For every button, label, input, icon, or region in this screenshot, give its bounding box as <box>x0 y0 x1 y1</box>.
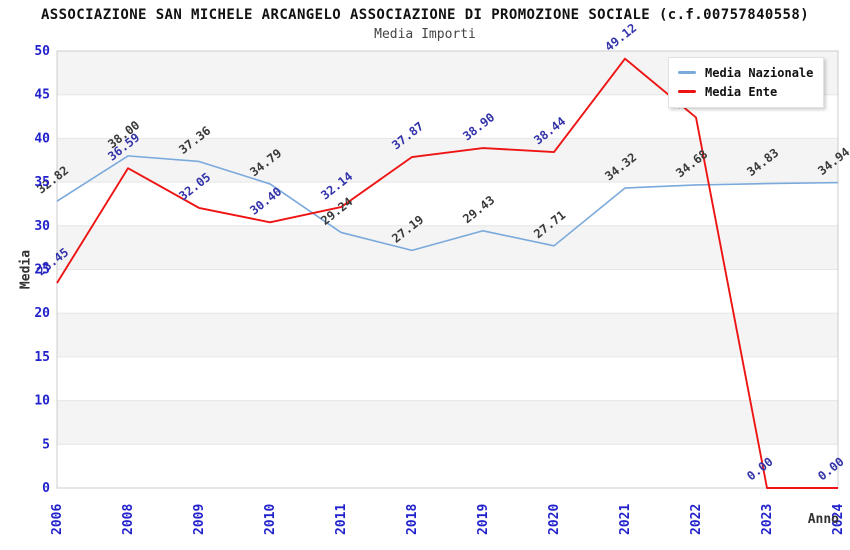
legend-item-media-nazionale: Media Nazionale <box>678 63 813 82</box>
x-tick-label: 2023 <box>760 504 775 535</box>
y-axis-title: Media <box>18 249 34 290</box>
legend-label: Media Nazionale <box>705 65 814 80</box>
series-line-media-nazionale <box>56 155 839 252</box>
plot-band <box>57 225 838 270</box>
y-tick-label: 40 <box>34 131 50 146</box>
x-tick-label: 2018 <box>405 504 420 535</box>
line-swatch-icon <box>678 71 696 74</box>
x-tick-label: 2024 <box>831 504 846 535</box>
y-tick-label: 15 <box>34 350 50 365</box>
x-tick-label: 2011 <box>334 504 349 535</box>
point-label: 0.00 <box>744 455 775 484</box>
y-tick-label: 25 <box>34 263 50 278</box>
point-label: 49.12 <box>602 21 639 54</box>
y-tick-label: 20 <box>34 306 50 321</box>
y-tick-label: 30 <box>34 219 50 234</box>
chart-subtitle: Media Importi <box>374 27 476 42</box>
point-label: 0.00 <box>815 455 846 484</box>
legend-label: Media Ente <box>705 84 778 99</box>
y-tick-label: 50 <box>34 44 50 59</box>
y-tick-label: 45 <box>34 88 50 103</box>
x-tick-label: 2006 <box>50 504 65 535</box>
chart-title: ASSOCIAZIONE SAN MICHELE ARCANGELO ASSOC… <box>40 7 810 23</box>
x-tick-label: 2019 <box>476 504 491 535</box>
plot-band <box>57 400 838 445</box>
plot-band <box>57 313 838 357</box>
x-axis-title: Anno <box>807 512 839 527</box>
y-tick-label: 0 <box>42 481 50 496</box>
x-tick-label: 2020 <box>547 504 562 535</box>
x-tick-label: 2009 <box>192 504 207 535</box>
legend-box: Media Nazionale Media Ente <box>668 57 825 108</box>
x-tick-label: 2022 <box>689 504 704 535</box>
x-tick-label: 2010 <box>263 504 278 535</box>
x-tick-label: 2021 <box>618 504 633 535</box>
plot-border <box>56 50 839 489</box>
legend-item-media-ente: Media Ente <box>678 82 813 101</box>
point-label: 30.40 <box>247 184 284 217</box>
x-tick-label: 2008 <box>121 504 136 535</box>
line-swatch-icon <box>678 90 696 93</box>
point-label: 29.43 <box>460 193 497 226</box>
y-tick-label: 10 <box>34 394 50 409</box>
y-tick-label: 35 <box>34 175 50 190</box>
series-line-media-ente <box>56 57 838 489</box>
y-tick-label: 5 <box>42 437 50 452</box>
